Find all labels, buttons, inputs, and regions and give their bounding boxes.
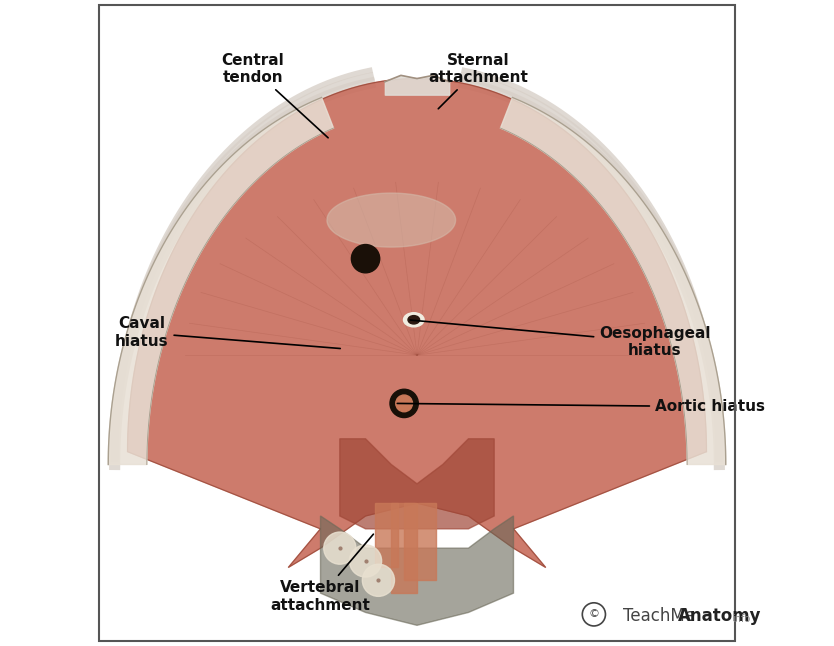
- Polygon shape: [108, 98, 334, 464]
- Circle shape: [324, 532, 356, 564]
- Circle shape: [390, 390, 419, 417]
- Polygon shape: [404, 503, 436, 580]
- Text: ©: ©: [588, 609, 600, 620]
- Circle shape: [396, 395, 413, 412]
- Circle shape: [362, 564, 394, 596]
- Text: Anatomy: Anatomy: [677, 607, 761, 625]
- Text: Sternal
attachment: Sternal attachment: [428, 53, 528, 109]
- Text: Caval
hiatus: Caval hiatus: [115, 317, 340, 349]
- Text: Oesophageal
hiatus: Oesophageal hiatus: [410, 320, 711, 359]
- Polygon shape: [327, 193, 455, 247]
- Ellipse shape: [408, 316, 420, 324]
- Text: TeachMe: TeachMe: [623, 607, 695, 625]
- Ellipse shape: [404, 313, 424, 327]
- Polygon shape: [320, 516, 514, 625]
- Polygon shape: [128, 79, 706, 567]
- Polygon shape: [391, 503, 417, 593]
- Text: Aortic hiatus: Aortic hiatus: [397, 399, 765, 414]
- Text: info: info: [732, 614, 751, 624]
- Polygon shape: [339, 439, 495, 529]
- Polygon shape: [375, 503, 398, 567]
- Text: Vertebral
attachment: Vertebral attachment: [270, 534, 374, 612]
- Circle shape: [349, 545, 382, 577]
- Text: Central
tendon: Central tendon: [222, 53, 328, 138]
- Polygon shape: [500, 98, 726, 464]
- Circle shape: [351, 245, 379, 273]
